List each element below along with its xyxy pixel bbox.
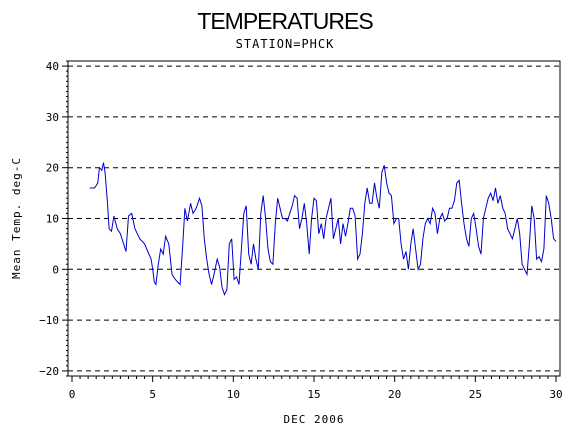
y-tick-label-20: 20	[46, 162, 59, 175]
x-tick-label-30: 30	[549, 388, 562, 401]
major-ticks	[62, 65, 557, 382]
y-tick-label--10: −10	[39, 314, 59, 327]
x-tick-label-15: 15	[307, 388, 320, 401]
chart-subtitle: STATION=PHCK	[236, 37, 335, 51]
x-tick-labels: 0 5 10 15 20 25 30	[69, 388, 563, 401]
series-line-mean-temp	[89, 162, 557, 297]
x-tick-label-20: 20	[388, 388, 401, 401]
y-tick-label-40: 40	[46, 60, 59, 73]
y-axis-label: Mean Temp. deg-C	[10, 157, 23, 279]
y-gridlines	[68, 65, 560, 372]
x-tick-label-5: 5	[149, 388, 156, 401]
chart-title: TEMPERATURES	[197, 8, 373, 34]
y-tick-label-10: 10	[46, 213, 59, 226]
x-tick-label-25: 25	[469, 388, 482, 401]
y-tick-label-0: 0	[52, 263, 59, 276]
x-tick-label-0: 0	[69, 388, 76, 401]
y-tick-label-30: 30	[46, 111, 59, 124]
y-tick-label--20: −20	[39, 365, 59, 378]
y-tick-labels: −20 −10 0 10 20 30 40	[39, 60, 59, 378]
minor-ticks	[66, 60, 549, 379]
plot-frame	[67, 60, 561, 377]
x-tick-label-10: 10	[227, 388, 240, 401]
x-axis-label: DEC 2006	[284, 413, 345, 426]
